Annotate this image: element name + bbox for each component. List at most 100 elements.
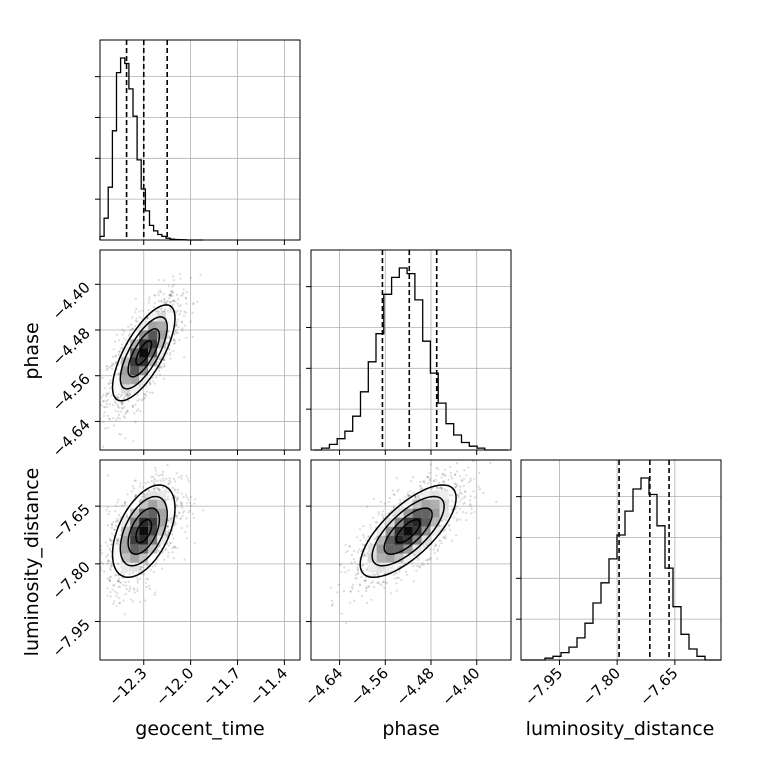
tick-label-x-geocent_time: −12.0 bbox=[152, 664, 197, 709]
sample-point bbox=[429, 548, 432, 551]
sample-point bbox=[101, 552, 104, 555]
density-cell bbox=[403, 544, 413, 554]
sample-point bbox=[170, 290, 173, 294]
sample-point bbox=[476, 457, 478, 459]
sample-point bbox=[472, 490, 475, 493]
sample-point bbox=[95, 422, 97, 424]
panel-frame bbox=[310, 459, 512, 661]
sample-point bbox=[363, 552, 366, 556]
sample-point bbox=[179, 517, 183, 520]
sample-point bbox=[157, 361, 160, 364]
sample-point bbox=[179, 501, 183, 504]
sample-point bbox=[405, 573, 409, 576]
sample-point bbox=[455, 462, 459, 465]
sample-point bbox=[172, 279, 175, 282]
sample-point bbox=[450, 539, 453, 542]
sample-point bbox=[162, 479, 165, 482]
sample-point bbox=[145, 585, 148, 589]
sample-point bbox=[169, 357, 172, 360]
sample-point bbox=[169, 351, 172, 355]
sample-point bbox=[138, 315, 141, 319]
density-cell bbox=[367, 544, 377, 554]
contour-level bbox=[127, 507, 161, 555]
sample-point bbox=[149, 381, 152, 384]
density-cell bbox=[385, 562, 395, 572]
sample-point bbox=[185, 502, 189, 505]
sample-point bbox=[174, 324, 177, 327]
sample-point bbox=[173, 546, 176, 549]
sample-point bbox=[369, 526, 372, 530]
sample-point bbox=[169, 307, 172, 310]
density-cell bbox=[139, 508, 149, 518]
density-cell bbox=[139, 330, 149, 340]
sample-point bbox=[163, 310, 166, 313]
sample-point bbox=[178, 511, 181, 515]
sample-point bbox=[417, 494, 420, 497]
sample-point bbox=[134, 421, 137, 424]
sample-point bbox=[95, 592, 97, 594]
sample-point bbox=[116, 501, 119, 504]
sample-point bbox=[134, 325, 137, 328]
sample-point bbox=[107, 382, 110, 385]
sample-point bbox=[357, 590, 360, 593]
sample-point bbox=[382, 517, 385, 520]
density-cell bbox=[421, 526, 431, 536]
sample-point bbox=[460, 492, 463, 495]
histogram-phase bbox=[313, 267, 509, 451]
sample-point bbox=[106, 577, 109, 580]
sample-point bbox=[153, 593, 156, 596]
sample-point bbox=[157, 291, 160, 294]
sample-point bbox=[184, 531, 187, 534]
sample-point bbox=[167, 519, 170, 522]
sample-point bbox=[338, 563, 341, 566]
sample-point bbox=[170, 519, 173, 522]
sample-point bbox=[133, 479, 136, 482]
panel-frame bbox=[99, 39, 301, 241]
sample-point bbox=[395, 572, 398, 575]
sample-point bbox=[183, 356, 186, 359]
sample-point bbox=[350, 586, 354, 589]
sample-point bbox=[417, 558, 420, 561]
sample-point bbox=[414, 497, 417, 500]
sample-point bbox=[157, 300, 160, 303]
sample-point bbox=[108, 559, 111, 563]
sample-point bbox=[167, 531, 170, 534]
sample-point bbox=[458, 500, 461, 503]
sample-point bbox=[176, 516, 179, 520]
sample-point bbox=[106, 562, 109, 565]
sample-point bbox=[175, 499, 178, 503]
sample-point bbox=[126, 393, 129, 396]
sample-point bbox=[344, 571, 347, 574]
sample-point bbox=[155, 376, 158, 379]
sample-point bbox=[362, 554, 365, 557]
sample-point bbox=[104, 427, 107, 430]
sample-point bbox=[329, 586, 333, 589]
sample-point bbox=[428, 558, 431, 561]
sample-point bbox=[102, 405, 105, 408]
sample-point bbox=[144, 493, 147, 496]
sample-point bbox=[391, 489, 394, 492]
density-cell bbox=[139, 348, 149, 358]
density-cell bbox=[148, 357, 158, 367]
sample-point bbox=[138, 398, 141, 401]
sample-point bbox=[175, 331, 178, 334]
contour-level bbox=[127, 328, 161, 378]
sample-point bbox=[432, 479, 435, 482]
sample-point bbox=[96, 528, 98, 530]
sample-point bbox=[121, 333, 124, 336]
sample-point bbox=[163, 363, 166, 366]
sample-point bbox=[163, 310, 166, 313]
contour-level bbox=[135, 340, 153, 366]
sample-point bbox=[108, 387, 111, 390]
sample-point bbox=[137, 408, 140, 411]
density-cell bbox=[139, 544, 149, 554]
sample-point bbox=[119, 581, 122, 584]
sample-point bbox=[83, 609, 85, 611]
sample-point bbox=[149, 382, 152, 385]
sample-point bbox=[108, 579, 112, 583]
sample-point bbox=[114, 402, 117, 405]
sample-point bbox=[159, 479, 162, 482]
sample-point bbox=[114, 400, 117, 403]
sample-point bbox=[174, 496, 177, 499]
sample-point bbox=[113, 584, 116, 587]
